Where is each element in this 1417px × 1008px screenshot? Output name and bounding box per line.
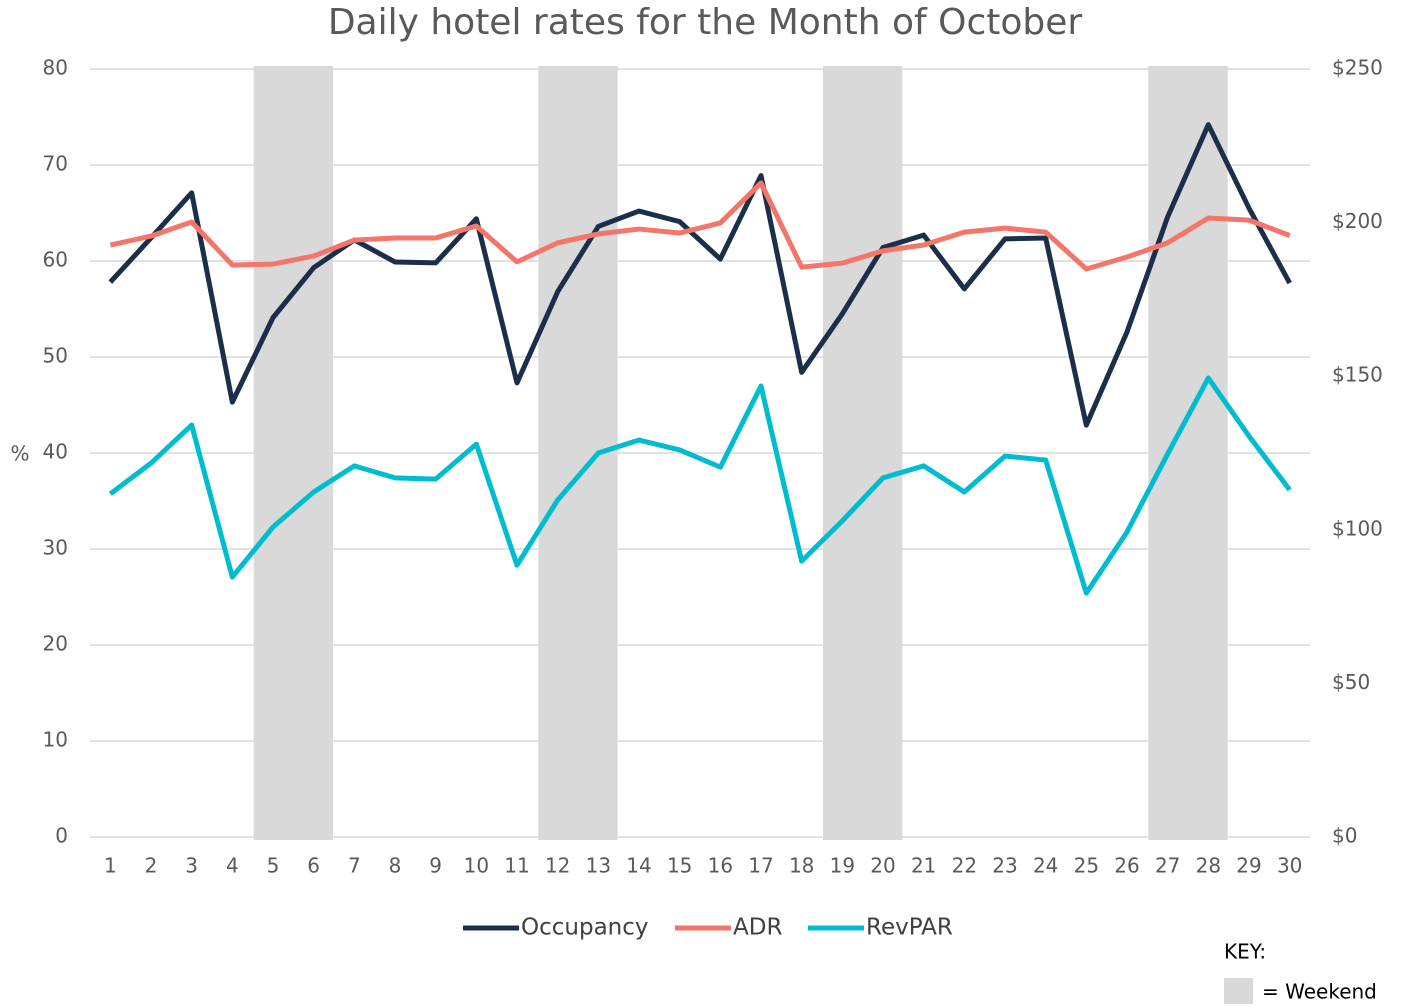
- x-tick-label: 4: [226, 854, 239, 878]
- x-tick-label: 30: [1277, 854, 1302, 878]
- x-tick-label: 20: [870, 854, 895, 878]
- key-title: KEY:: [1224, 940, 1266, 964]
- key-swatch: [1224, 978, 1253, 1004]
- y-tick-label: 70: [43, 152, 68, 176]
- x-tick-label: 23: [992, 854, 1017, 878]
- x-tick-label: 1: [104, 854, 117, 878]
- x-tick-label: 26: [1114, 854, 1139, 878]
- y-tick-label: 0: [55, 824, 68, 848]
- series-line: [108, 375, 1292, 596]
- y2-tick-label: $200: [1332, 209, 1383, 233]
- x-tick-label: 21: [911, 854, 936, 878]
- x-tick-label: 22: [952, 854, 977, 878]
- x-tick-label: 10: [464, 854, 489, 878]
- key-label: = Weekend: [1262, 980, 1377, 1004]
- x-tick-label: 25: [1074, 854, 1099, 878]
- legend-label: ADR: [733, 915, 782, 941]
- y2-tick-label: $50: [1332, 670, 1370, 694]
- x-tick-label: 27: [1155, 854, 1180, 878]
- y-axis-label: %: [10, 442, 29, 466]
- x-tick-label: 9: [429, 854, 442, 878]
- series-line: [109, 180, 1291, 272]
- x-tick-label: 7: [348, 854, 361, 878]
- legend-label: RevPAR: [866, 915, 953, 941]
- chart-title: Daily hotel rates for the Month of Octob…: [328, 2, 1083, 43]
- x-tick-label: 5: [267, 854, 280, 878]
- x-tick-label: 6: [307, 854, 320, 878]
- x-tick-label: 11: [504, 854, 529, 878]
- y-tick-label: 40: [43, 440, 68, 464]
- y2-tick-label: $100: [1332, 516, 1383, 540]
- x-tick-label: 19: [830, 854, 855, 878]
- y-tick-label: 50: [43, 344, 68, 368]
- legend-label: Occupancy: [521, 915, 649, 941]
- y2-tick-label: $150: [1332, 363, 1383, 387]
- x-tick-label: 12: [545, 854, 570, 878]
- x-tick-label: 8: [389, 854, 402, 878]
- y-tick-label: 20: [43, 632, 68, 656]
- x-tick-label: 28: [1196, 854, 1221, 878]
- x-tick-label: 2: [145, 854, 158, 878]
- y2-tick-label: $0: [1332, 824, 1357, 848]
- y-tick-label: 60: [43, 248, 68, 272]
- y-tick-label: 30: [43, 536, 68, 560]
- x-tick-label: 16: [708, 854, 733, 878]
- x-tick-label: 3: [185, 854, 198, 878]
- x-tick-label: 18: [789, 854, 814, 878]
- y2-tick-label: $250: [1332, 56, 1383, 80]
- series-line: [108, 122, 1292, 428]
- x-tick-label: 14: [626, 854, 651, 878]
- x-tick-label: 13: [586, 854, 611, 878]
- x-tick-label: 29: [1236, 854, 1261, 878]
- x-tick-label: 24: [1033, 854, 1058, 878]
- y-tick-label: 80: [43, 56, 68, 80]
- y-tick-label: 10: [43, 728, 68, 752]
- x-tick-label: 17: [748, 854, 773, 878]
- x-tick-label: 15: [667, 854, 692, 878]
